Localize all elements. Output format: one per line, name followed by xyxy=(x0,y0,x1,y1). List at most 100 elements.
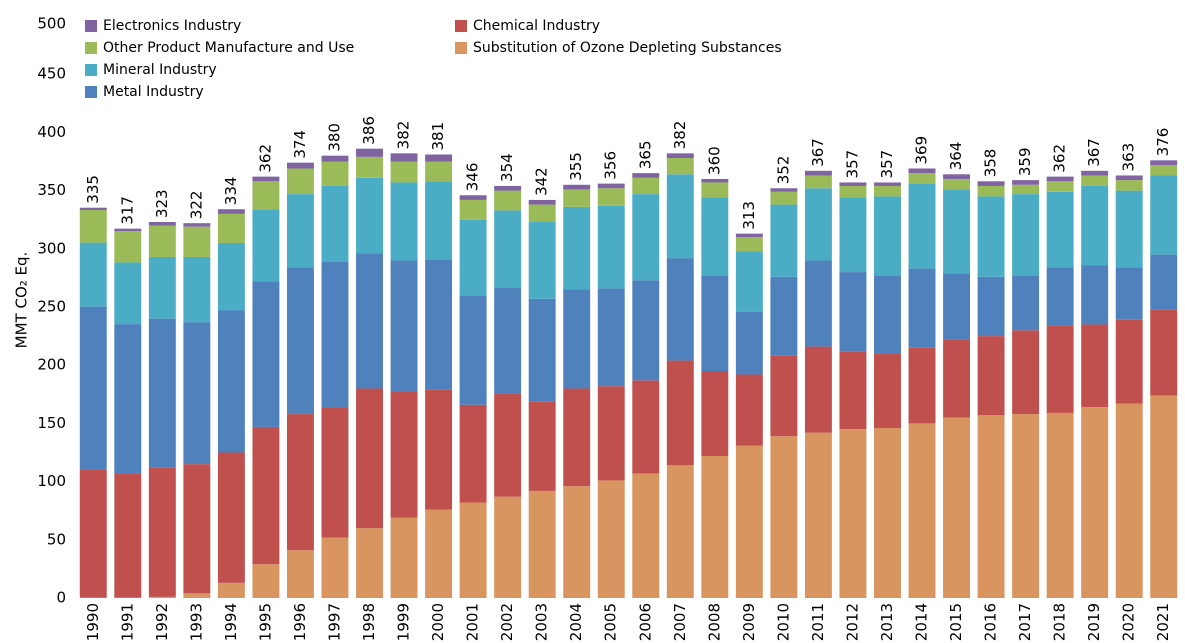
bar-segment xyxy=(1012,180,1040,185)
total-label: 374 xyxy=(291,130,309,159)
bar-segment xyxy=(804,170,832,176)
bar-segment xyxy=(1115,190,1143,268)
bar-segment xyxy=(1115,403,1143,598)
bar-segment xyxy=(632,473,660,598)
y-tick-label: 400 xyxy=(37,123,66,141)
bar-segment xyxy=(1012,414,1040,598)
bar-segment xyxy=(390,260,418,392)
x-tick-label: 1997 xyxy=(325,603,343,641)
legend-label: Mineral Industry xyxy=(103,62,217,78)
x-tick-label: 2004 xyxy=(567,603,585,641)
total-label: 376 xyxy=(1154,128,1172,157)
bar-segment xyxy=(390,182,418,261)
bar-segment xyxy=(666,158,694,175)
bar-segment xyxy=(286,162,314,169)
bar-segment xyxy=(908,183,936,269)
bar-segment xyxy=(356,177,383,254)
bar-segment xyxy=(701,371,729,456)
bar-segment xyxy=(1115,180,1143,191)
bar-segment xyxy=(735,251,763,312)
bar-segment xyxy=(528,490,556,598)
bar-segment xyxy=(425,389,453,510)
bar-segment xyxy=(943,417,971,598)
x-tick-label: 1999 xyxy=(395,603,413,641)
bar-segment xyxy=(286,414,314,551)
legend-swatch xyxy=(85,42,97,54)
bar-segment xyxy=(666,465,694,598)
bar-segment xyxy=(528,298,556,402)
bar-segment xyxy=(1115,319,1143,404)
bar-segment xyxy=(666,174,694,259)
bar-segment xyxy=(425,181,453,260)
bar-segment xyxy=(321,537,349,598)
y-tick-label: 150 xyxy=(37,414,66,432)
bar-segment xyxy=(252,209,280,282)
x-tick-label: 2013 xyxy=(878,603,896,641)
bar-segment xyxy=(183,464,211,594)
bar-segment xyxy=(701,275,729,372)
legend-label: Other Product Manufacture and Use xyxy=(103,40,354,56)
total-label: 363 xyxy=(1120,143,1138,172)
bar-segment xyxy=(977,181,1005,186)
bar-segment xyxy=(943,339,971,418)
bar-segment xyxy=(459,295,487,405)
bar-segment xyxy=(1081,170,1109,176)
bar-segment xyxy=(839,197,867,273)
total-label: 334 xyxy=(222,177,240,206)
x-tick-label: 2011 xyxy=(809,603,827,641)
bar-segment xyxy=(597,288,625,387)
bar-segment xyxy=(528,204,556,223)
total-label: 356 xyxy=(602,151,620,180)
bar-segment xyxy=(770,276,798,356)
bar-segment xyxy=(908,268,936,348)
bar-segment xyxy=(804,432,832,598)
x-tick-label: 1998 xyxy=(360,603,378,641)
bar-segment xyxy=(183,322,211,465)
bar-segment xyxy=(597,386,625,481)
bar-segment xyxy=(79,469,107,598)
x-tick-label: 2021 xyxy=(1154,603,1172,641)
bar-segment xyxy=(494,496,522,598)
x-tick-label: 1995 xyxy=(256,603,274,641)
bar-segment xyxy=(356,388,383,529)
bar-segment xyxy=(148,467,176,597)
bar-segment xyxy=(666,360,694,466)
bar-segment xyxy=(425,509,453,598)
bar-segment xyxy=(701,178,729,183)
bar-segment xyxy=(735,374,763,446)
bar-segment xyxy=(1081,324,1109,408)
total-label: 380 xyxy=(325,123,343,152)
bar-segment xyxy=(217,242,245,311)
x-tick-label: 2020 xyxy=(1120,603,1138,641)
bar-segment xyxy=(735,233,763,238)
total-label: 381 xyxy=(429,122,447,151)
bar-segment xyxy=(874,185,901,197)
y-tick-label: 250 xyxy=(37,298,66,316)
y-tick-label: 450 xyxy=(37,65,66,83)
bar-segment xyxy=(563,289,591,389)
bar-segment xyxy=(1046,267,1074,326)
bar-segment xyxy=(114,473,142,598)
bar-segment xyxy=(528,222,556,299)
bar-segment xyxy=(839,429,867,598)
bar-segment xyxy=(943,273,971,340)
bar-segment xyxy=(1115,267,1143,320)
total-label: 317 xyxy=(118,196,136,225)
bar-segment xyxy=(977,415,1005,598)
x-tick-label: 2014 xyxy=(913,603,931,641)
bar-segment xyxy=(114,262,142,325)
x-tick-label: 1996 xyxy=(291,603,309,641)
bar-segment xyxy=(804,346,832,433)
x-tick-label: 2000 xyxy=(429,603,447,641)
bar-segment xyxy=(874,196,901,276)
bar-segment xyxy=(425,259,453,390)
x-tick-label: 2006 xyxy=(636,603,654,641)
bar-segment xyxy=(459,199,487,220)
bar-segment xyxy=(1150,164,1178,176)
bar-segment xyxy=(943,189,971,274)
bar-segment xyxy=(148,596,176,598)
bar-segment xyxy=(701,455,729,598)
y-tick-label: 100 xyxy=(37,472,66,490)
bar-segment xyxy=(321,155,349,162)
